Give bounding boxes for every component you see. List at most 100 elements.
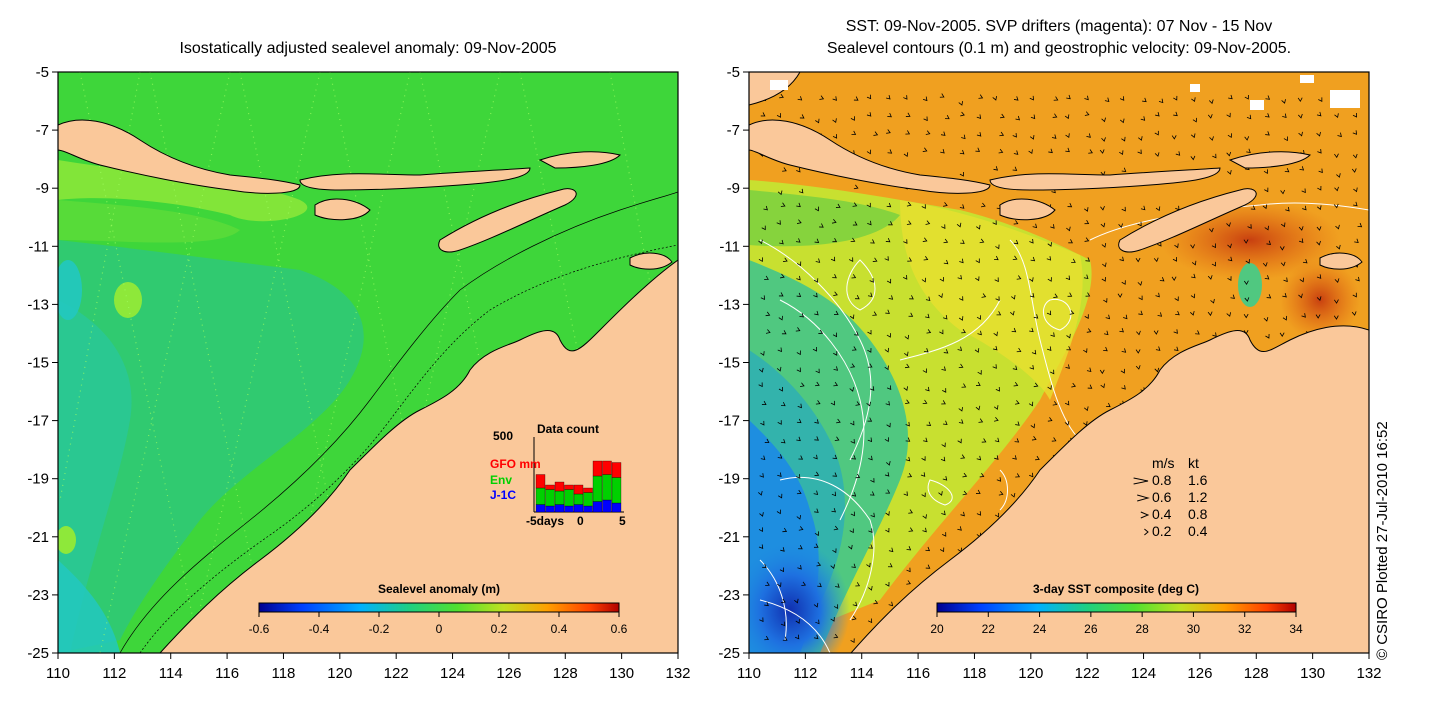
velocity-arrow <box>1190 293 1196 299</box>
velocity-arrow <box>1140 205 1146 211</box>
right-lat-tick-label: -15 <box>718 355 740 372</box>
velocity-arrow <box>1171 135 1177 140</box>
velocity-arrow <box>1245 259 1250 264</box>
right-sst-green-patch <box>1238 263 1262 307</box>
velocity-arrow <box>1154 130 1159 136</box>
velocity-arrow <box>922 237 928 242</box>
velocity-arrow <box>849 528 854 534</box>
velocity-arrow <box>1028 401 1034 407</box>
velocity-arrow <box>922 527 927 533</box>
velocity-arrow <box>1316 111 1322 117</box>
velocity-arrow <box>814 238 820 243</box>
velocity-arrow <box>922 96 928 102</box>
velocity-arrow <box>1190 133 1196 139</box>
velocity-arrow <box>1333 299 1339 304</box>
velocity-arrow <box>1051 437 1057 442</box>
velocity-arrow <box>1030 114 1036 120</box>
velocity-arrow <box>813 292 818 298</box>
velocity-arrow <box>1047 417 1053 422</box>
right-colorbar-tick-label: 34 <box>1289 622 1303 636</box>
velocity-arrow <box>1279 246 1285 251</box>
velocity-arrow <box>819 223 824 228</box>
velocity-arrow <box>1227 256 1233 262</box>
velocity-arrow <box>1138 136 1143 141</box>
velocity-arrow <box>903 95 908 100</box>
velocity-arrow <box>1210 298 1215 304</box>
velocity-arrow <box>1334 113 1339 119</box>
velocity-arrow <box>1046 256 1052 261</box>
velocity-arrow <box>908 312 914 317</box>
velocity-arrow <box>1226 312 1231 317</box>
velocity-arrow <box>1316 226 1322 231</box>
velocity-arrow <box>1279 332 1285 338</box>
data-count-bar-gfo <box>573 484 584 495</box>
velocity-arrow <box>1174 296 1179 302</box>
velocity-arrow <box>887 112 892 118</box>
velocity-arrow <box>962 490 968 496</box>
velocity-arrow <box>796 515 802 520</box>
velocity-arrow <box>796 436 801 442</box>
velocity-arrow <box>993 417 999 422</box>
velocity-arrow <box>1053 293 1058 298</box>
velocity-arrow <box>1064 400 1070 406</box>
velocity-arrow <box>780 273 785 279</box>
velocity-arrow <box>884 472 890 477</box>
velocity-arrow <box>833 381 839 387</box>
velocity-arrow <box>940 149 945 154</box>
velocity-arrow <box>942 476 948 481</box>
velocity-arrow <box>1195 330 1200 335</box>
velocity-arrow <box>777 420 782 425</box>
right-land-sumba <box>999 198 1056 221</box>
velocity-arrow <box>925 386 930 392</box>
velocity-arrow <box>853 184 859 190</box>
right-colorbar-tick-label: 28 <box>1135 622 1149 636</box>
velocity-arrow <box>1317 185 1322 191</box>
velocity-arrow <box>777 454 783 459</box>
velocity-arrow <box>1262 262 1268 267</box>
velocity-arrow <box>1071 382 1077 388</box>
data-count-legend-env: Env <box>490 473 512 487</box>
velocity-arrow <box>994 455 999 460</box>
velocity-legend-arrow <box>1144 528 1149 536</box>
velocity-arrow <box>850 511 855 517</box>
velocity-arrow <box>813 454 818 460</box>
right-cloud-patches <box>770 75 1360 110</box>
velocity-arrow <box>798 545 803 550</box>
velocity-arrow <box>1264 225 1269 231</box>
data-count-bar-env <box>592 475 603 502</box>
velocity-arrow <box>976 224 981 230</box>
right-sst-green-north <box>749 190 900 247</box>
velocity-arrow <box>1157 241 1162 247</box>
velocity-arrow <box>1158 98 1164 104</box>
velocity-arrow <box>925 546 931 552</box>
velocity-arrow <box>835 583 840 588</box>
velocity-arrow <box>1244 297 1250 302</box>
velocity-arrow <box>1099 149 1105 154</box>
right-colorbar: 3-day SST composite (deg C) 20 22 24 26 28 30… <box>930 582 1303 636</box>
velocity-arrow <box>1280 261 1286 267</box>
velocity-arrow <box>1101 277 1106 282</box>
velocity-arrow <box>994 277 999 283</box>
velocity-arrow <box>777 472 782 477</box>
velocity-arrow <box>850 116 855 121</box>
velocity-arrow <box>835 203 841 208</box>
left-blob-high <box>114 282 142 318</box>
velocity-arrow <box>796 202 801 208</box>
velocity-arrow <box>960 454 966 459</box>
velocity-arrow <box>1012 455 1017 460</box>
velocity-arrow <box>921 492 926 498</box>
velocity-arrow <box>817 582 822 588</box>
data-count-bar-gfo <box>602 460 612 475</box>
left-colorbar-tick-label: -0.2 <box>369 622 390 636</box>
data-count-bar-gfo <box>611 462 622 478</box>
velocity-arrow <box>959 149 965 155</box>
right-lon-tick-label: 130 <box>1300 665 1325 682</box>
velocity-arrow <box>1263 169 1269 175</box>
velocity-arrow <box>922 147 928 152</box>
velocity-arrow <box>960 511 965 517</box>
left-blob-sw <box>58 526 76 554</box>
velocity-arrow <box>1011 294 1016 300</box>
velocity-arrow <box>814 508 819 513</box>
velocity-arrow <box>885 309 890 314</box>
velocity-arrow <box>1118 223 1123 229</box>
